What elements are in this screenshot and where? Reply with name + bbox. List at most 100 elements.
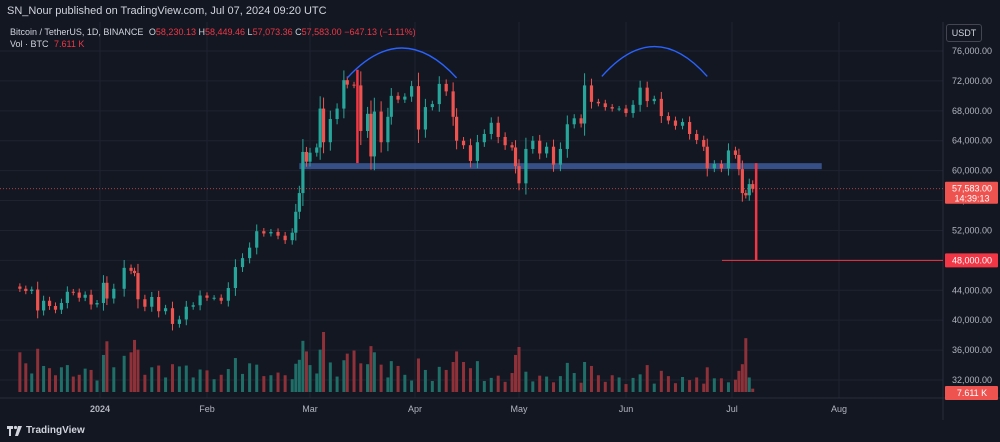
open-value: 58,230.13 xyxy=(155,27,196,37)
volume-bar xyxy=(191,377,195,392)
candle-body xyxy=(71,291,75,293)
volume-bar xyxy=(403,374,407,392)
volume-bar xyxy=(177,366,181,392)
candle-body xyxy=(410,86,414,97)
candle-body xyxy=(42,300,46,311)
candle-body xyxy=(219,297,223,301)
close-value: 57,583.00 xyxy=(301,27,342,37)
price-tick-label: 64,000.00 xyxy=(952,136,992,146)
top-arc[interactable] xyxy=(346,47,458,79)
volume-bar xyxy=(308,365,312,392)
candle-body xyxy=(423,107,427,130)
candle-body xyxy=(747,184,751,196)
candle-body xyxy=(737,154,741,170)
target-price-label: 48,000.00 xyxy=(952,255,992,265)
candle-body xyxy=(751,184,755,189)
candle-body xyxy=(659,98,663,117)
volume-bar xyxy=(352,350,356,392)
price-tick-label: 52,000.00 xyxy=(952,225,992,235)
volume-bar xyxy=(315,373,319,392)
volume-bar xyxy=(301,340,305,392)
volume-bar xyxy=(444,369,448,392)
countdown-label: 14:39:13 xyxy=(954,194,989,204)
candle-body xyxy=(475,142,479,161)
candle-body xyxy=(631,104,635,114)
volume-bar xyxy=(624,384,628,392)
volume-bar xyxy=(83,368,87,392)
candle-body xyxy=(444,83,448,92)
candle-body xyxy=(318,108,322,148)
price-tick-label: 44,000.00 xyxy=(952,285,992,295)
candle-body xyxy=(652,98,656,102)
volume-bar xyxy=(269,375,273,392)
candle-body xyxy=(283,235,287,241)
volume-bar xyxy=(747,377,751,392)
candle-body xyxy=(596,101,600,104)
candle-body xyxy=(565,124,569,149)
candle-body xyxy=(558,148,563,165)
volume-bar xyxy=(705,367,709,392)
price-chart[interactable]: 76,000.00 72,000.00 68,000.00 64,000.00 60,0… xyxy=(0,22,1000,420)
volume-bar xyxy=(538,375,542,392)
candle-body xyxy=(304,151,309,162)
volume-bar xyxy=(294,363,298,392)
candle-body xyxy=(297,193,301,212)
candle-body xyxy=(59,302,64,310)
volume-bar xyxy=(318,349,322,392)
candle-body xyxy=(702,139,706,147)
volume-bar xyxy=(359,363,363,392)
volume-bar xyxy=(396,365,400,392)
volume-label[interactable]: Vol · BTC xyxy=(10,39,49,49)
volume-bar xyxy=(579,382,583,392)
volume-bar xyxy=(89,369,93,392)
price-tick-label: 76,000.00 xyxy=(952,46,992,56)
publish-header: SN_Nour published on TradingView.com, Ju… xyxy=(0,0,1000,22)
candle-body xyxy=(610,107,614,109)
candle-body xyxy=(705,146,709,169)
volume-bar xyxy=(462,362,466,392)
candle-body xyxy=(740,169,744,194)
candle-body xyxy=(389,95,393,117)
volume-bar xyxy=(322,332,326,392)
volume-bar xyxy=(233,358,237,392)
volume-bar xyxy=(572,373,576,392)
volume-bar xyxy=(702,383,706,392)
change-value: −647.13 (−1.11%) xyxy=(344,27,416,37)
volume-bar xyxy=(583,362,587,392)
volume-value: 7.611 K xyxy=(54,39,85,49)
candle-body xyxy=(248,247,252,259)
candle-body xyxy=(603,103,607,108)
candle-body xyxy=(513,147,518,167)
brand-name[interactable]: TradingView xyxy=(26,425,85,436)
candle-body xyxy=(191,305,195,307)
volume-bar xyxy=(744,338,748,392)
candle-body xyxy=(101,282,106,303)
volume-bar xyxy=(30,373,34,392)
volume-bar xyxy=(304,351,308,392)
candle-body xyxy=(531,140,535,149)
volume-bar xyxy=(143,374,147,392)
volume-bar xyxy=(638,374,642,392)
top-arc[interactable] xyxy=(601,45,708,77)
candle-body xyxy=(403,96,407,100)
volume-bar xyxy=(558,376,562,392)
candle-body xyxy=(77,292,81,298)
volume-bar xyxy=(610,375,614,392)
candle-body xyxy=(489,122,493,134)
volume-bar xyxy=(673,383,677,392)
volume-bar xyxy=(666,376,670,392)
volume-bar xyxy=(510,373,514,392)
candle-body xyxy=(198,295,202,306)
symbol-name[interactable]: Bitcoin / TetherUS, 1D, BINANCE xyxy=(10,27,144,37)
candle-body xyxy=(89,294,93,305)
volume-bar xyxy=(345,353,349,392)
candle-body xyxy=(262,231,266,234)
time-tick-label: Jun xyxy=(619,404,634,414)
currency-button[interactable]: USDT xyxy=(946,24,982,42)
volume-bar xyxy=(335,376,339,392)
volume-bar xyxy=(48,368,52,392)
chart-svg[interactable]: 76,000.00 72,000.00 68,000.00 64,000.00 60,0… xyxy=(0,22,1000,420)
tradingview-logo-icon[interactable] xyxy=(7,425,23,437)
candle-body xyxy=(365,113,370,132)
candle-body xyxy=(666,116,670,121)
